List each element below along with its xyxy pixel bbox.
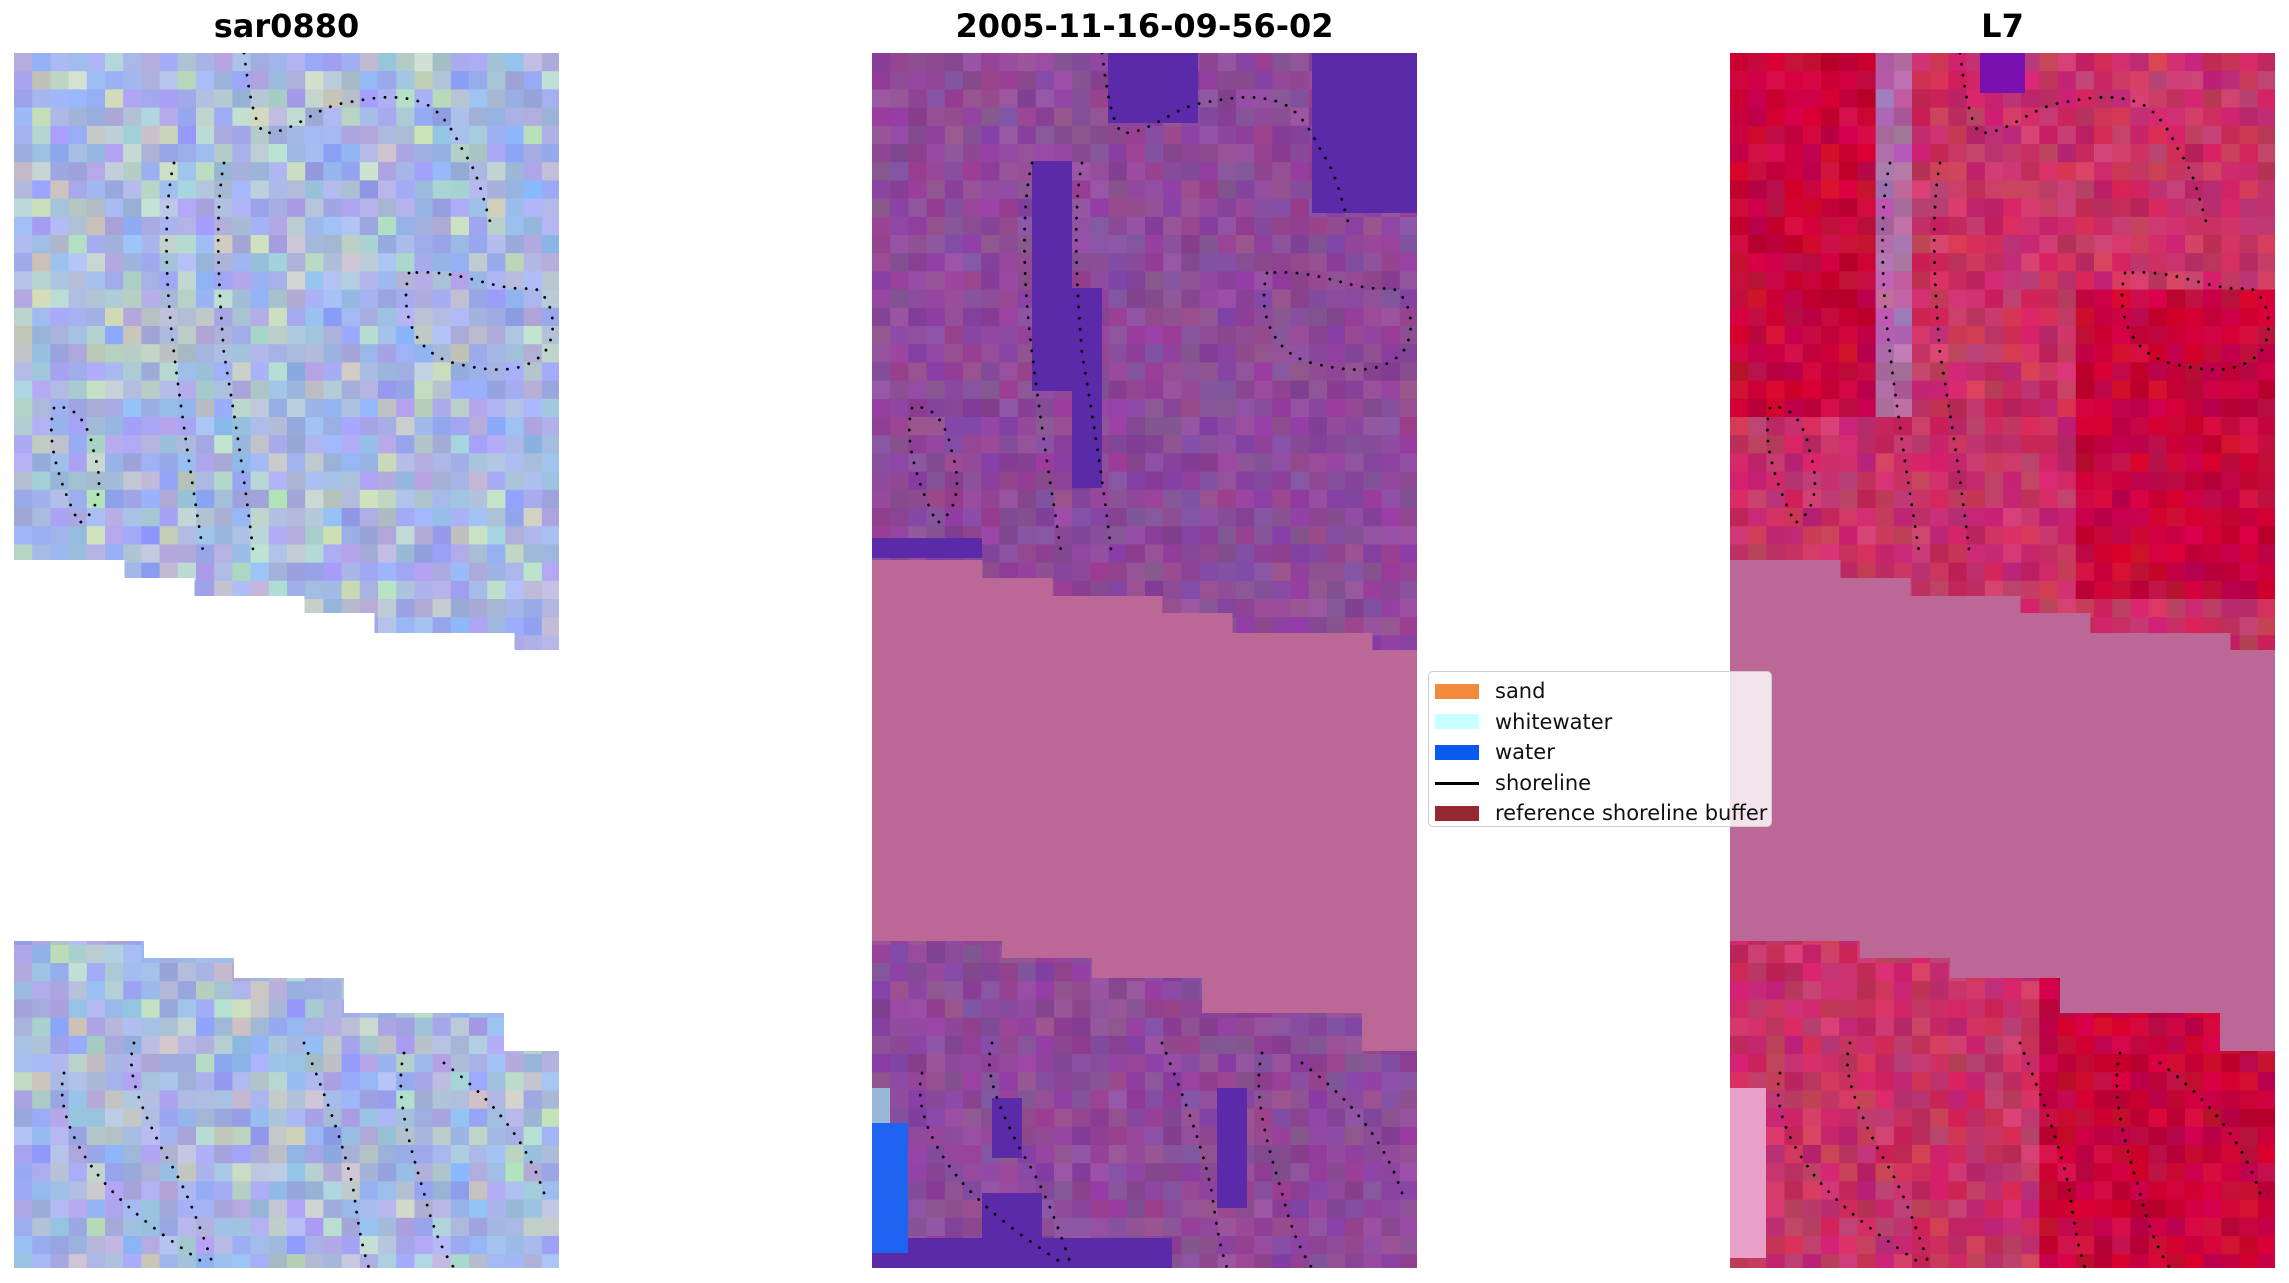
shoreline-dots [1765,53,2271,1268]
shoreline-dotted-line [2158,1061,2262,1195]
shoreline-dotted-line [2120,270,2271,371]
whitewater-swatch [1435,714,1479,730]
index-image-panel [1730,53,2275,1268]
water-swatch [1435,744,1479,760]
shoreline-dotted-line [49,405,101,525]
shoreline-dotted-line [399,1051,456,1268]
rgb-satellite-image [14,53,559,1268]
shoreline-dotted-line [987,1041,1074,1268]
shoreline-dotted-line [907,405,959,525]
shoreline-dotted-line [1262,270,1413,371]
shoreline-dotted-line [1300,1061,1404,1195]
shoreline-dotted-line [442,1061,546,1195]
legend-label-whitewater: whitewater [1495,709,1613,734]
shoreline-dotted-line [1845,1041,1932,1268]
legend-item-shoreline: shoreline [1429,768,1771,799]
reference-buffer-swatch [1435,805,1479,821]
legend-item-whitewater: whitewater [1429,707,1771,738]
legend-label-shoreline: shoreline [1495,770,1592,795]
water-class-patches [872,53,1417,1268]
legend-label-sand: sand [1495,679,1546,704]
shoreline-dotted-line [1257,1051,1314,1268]
shoreline-dotted-line [216,161,256,560]
sand-swatch [1435,683,1479,699]
legend-item-water: water [1429,737,1771,768]
classified-image-panel [872,53,1417,1268]
shoreline-dotted-line [242,53,494,230]
rgb-image-panel [14,53,559,1268]
shoreline-dotted-line [1074,161,1114,560]
reference-buffer-band [1730,560,2275,1051]
shoreline-dotted-line [1932,161,1972,560]
panel-title-rgb: sar0880 [213,7,360,45]
reference-buffer-band [872,560,1417,1051]
shoreline-line-swatch [1435,775,1479,790]
shoreline-dotted-line [2115,1051,2172,1268]
panel-title-classified: 2005-11-16-09-56-02 [955,7,1334,45]
edge-artifact-patch [1730,1088,1766,1258]
shoreline-dotted-line [1765,405,1817,525]
shoreline-dotted-line [404,270,555,371]
shoreline-dotted-line [1958,53,2210,230]
shoreline-dotted-line [1100,53,1352,230]
index-satellite-image [1730,53,2275,1268]
legend-label-reference-buffer: reference shoreline buffer [1495,801,1768,826]
panel-title-index: L7 [1981,7,2024,45]
no-data-gap [14,560,559,1051]
legend-item-sand: sand [1429,676,1771,707]
water-pixels-edge [872,1123,908,1253]
legend-item-reference-buffer: reference shoreline buffer [1429,798,1771,829]
whitewater-pixels-edge [872,1088,890,1123]
legend-label-water: water [1495,740,1555,765]
legend: sand whitewater water shoreline referenc… [1428,671,1772,827]
classified-satellite-image [872,53,1417,1268]
low-index-patch [1980,53,2025,93]
shoreline-dotted-line [129,1041,216,1268]
shoreline-dots [907,53,1413,1268]
shoreline-dots [49,53,555,1268]
